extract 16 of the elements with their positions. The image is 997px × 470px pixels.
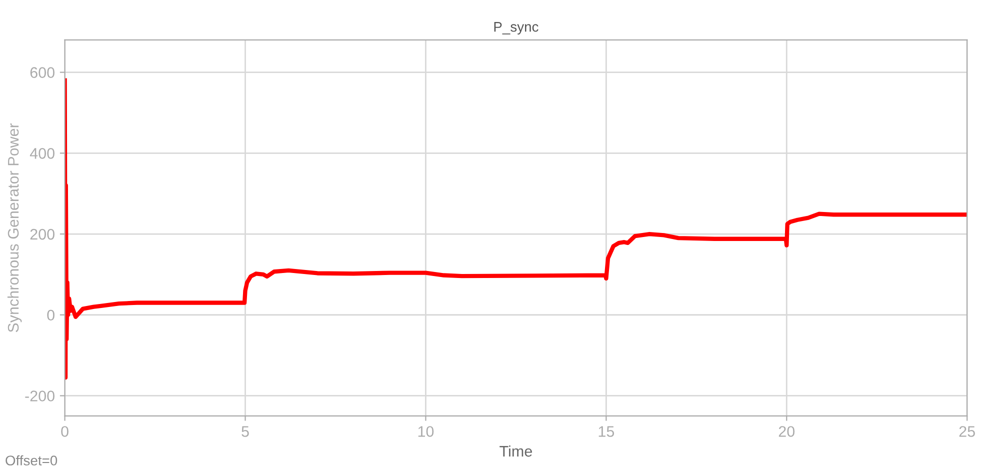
x-tick-label: 15 [598, 426, 614, 437]
y-tick-label: 0 [47, 310, 54, 321]
x-tick-label: 5 [242, 426, 249, 437]
line-series [64, 78, 968, 380]
x-tick-label: 20 [778, 426, 795, 437]
y-tick-label: -200 [25, 390, 54, 402]
x-tick-label: 10 [418, 426, 434, 437]
y-tick-label: 200 [30, 228, 54, 240]
chart-title: P_sync [494, 22, 538, 34]
x-tick-label: 0 [61, 426, 68, 437]
x-tick-label: 25 [959, 426, 975, 437]
y-tick-label: 400 [30, 148, 54, 159]
x-axis-title: Time [500, 445, 532, 457]
text: Offset=0 [6, 455, 58, 466]
y-axis-title: Synchronous Generator Power [7, 123, 22, 332]
y-tick-label: 600 [30, 67, 54, 78]
